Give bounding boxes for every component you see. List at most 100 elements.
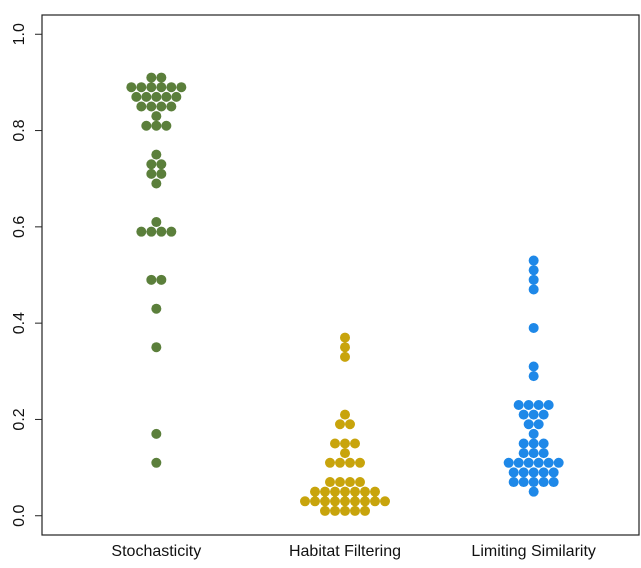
dot (126, 82, 137, 93)
dot (340, 486, 350, 497)
dot (533, 457, 544, 468)
dot (370, 496, 380, 507)
dot (176, 82, 187, 93)
dot (335, 457, 345, 468)
dot (340, 342, 350, 353)
dot (528, 265, 539, 276)
dot (330, 496, 340, 507)
dot (543, 400, 554, 410)
dot (156, 72, 167, 83)
x-tick-label: Limiting Similarity (471, 543, 595, 560)
dot (151, 120, 162, 131)
dot (151, 457, 162, 468)
dot (151, 178, 162, 189)
dot (345, 477, 355, 488)
dot (141, 120, 152, 131)
dot (528, 284, 539, 295)
dot (350, 486, 360, 497)
dot (528, 477, 539, 488)
x-tick-label: Habitat Filtering (289, 543, 401, 560)
y-tick-label: 0.4 (11, 312, 28, 334)
dot (528, 371, 539, 382)
dot (528, 438, 539, 449)
dot (340, 332, 350, 343)
dot (156, 101, 167, 112)
dot (360, 505, 370, 516)
dot (350, 505, 360, 516)
dot (370, 486, 380, 497)
dot (136, 82, 147, 93)
dot (380, 496, 390, 507)
dot (508, 477, 519, 488)
dot (335, 419, 345, 430)
y-tick-label: 1.0 (11, 23, 28, 45)
y-tick-label: 0.0 (11, 505, 28, 527)
dot (325, 457, 335, 468)
dot (335, 477, 345, 488)
dot (340, 505, 350, 516)
dot (151, 111, 162, 122)
dot (330, 486, 340, 497)
dot (161, 91, 172, 102)
dot (523, 400, 534, 410)
dot (513, 457, 524, 468)
dot (156, 226, 167, 237)
dot (538, 448, 549, 459)
dot (548, 467, 559, 478)
dot (171, 91, 182, 102)
dot (528, 448, 539, 459)
dot (548, 477, 559, 488)
dot (156, 82, 167, 93)
dot (350, 496, 360, 507)
dot (151, 342, 162, 353)
dot (345, 457, 355, 468)
dot (151, 149, 162, 160)
dot (300, 496, 310, 507)
dot (146, 159, 157, 170)
dot (141, 91, 152, 102)
dot (523, 457, 534, 468)
dot (320, 486, 330, 497)
dot (528, 361, 539, 372)
dot (518, 477, 529, 488)
dot (518, 467, 529, 478)
dot (528, 486, 539, 497)
dot (528, 467, 539, 478)
dot (528, 409, 539, 420)
dot (528, 322, 539, 333)
dot (320, 505, 330, 516)
y-tick-label: 0.6 (11, 216, 28, 238)
dot (538, 477, 549, 488)
dot (310, 496, 320, 507)
dot (320, 496, 330, 507)
dot (146, 72, 157, 83)
dot (131, 91, 142, 102)
dot (518, 448, 529, 459)
dot (528, 274, 539, 285)
dot (513, 400, 524, 410)
dot (538, 467, 549, 478)
dot (350, 438, 360, 449)
dot (360, 496, 370, 507)
dot (156, 159, 167, 170)
dot (518, 409, 529, 420)
dot (340, 351, 350, 362)
dot (151, 217, 162, 228)
dot (161, 120, 172, 131)
dot (553, 457, 564, 468)
dot (151, 428, 162, 439)
dot (166, 82, 177, 93)
dot (146, 82, 157, 93)
dot (151, 303, 162, 314)
dot (503, 457, 514, 468)
dot (146, 274, 157, 285)
dot (355, 477, 365, 488)
dot (340, 438, 350, 449)
dot (166, 226, 177, 237)
dot (355, 457, 365, 468)
dot (146, 101, 157, 112)
x-tick-label: Stochasticity (111, 543, 201, 560)
dot (156, 168, 167, 179)
dot (360, 486, 370, 497)
